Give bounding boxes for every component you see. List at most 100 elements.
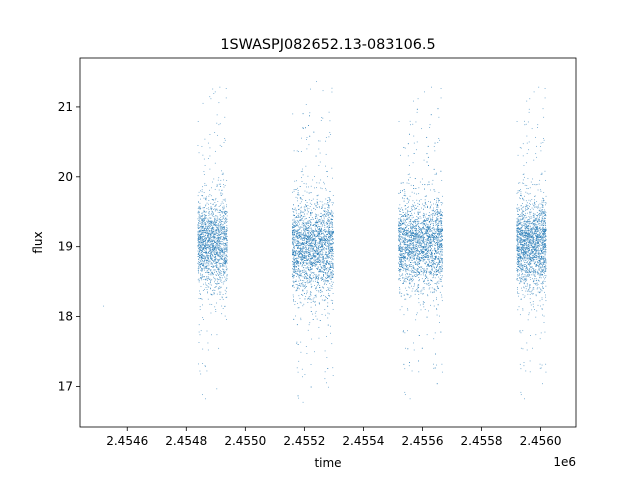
data-point — [202, 225, 204, 227]
data-point — [213, 227, 215, 228]
data-point — [214, 269, 216, 270]
data-point — [332, 223, 333, 225]
data-point — [330, 213, 332, 215]
data-point — [201, 231, 203, 233]
data-point — [318, 291, 320, 293]
data-point — [318, 326, 320, 328]
data-point — [419, 236, 421, 237]
data-point — [206, 270, 208, 272]
data-point — [328, 262, 329, 264]
data-point — [218, 218, 220, 220]
data-point — [332, 375, 334, 377]
data-point — [332, 238, 333, 240]
data-point — [331, 214, 333, 216]
data-point — [320, 246, 322, 247]
data-point — [214, 246, 216, 248]
data-point — [211, 214, 213, 216]
data-point — [306, 281, 308, 283]
data-point — [222, 251, 224, 253]
data-point — [293, 220, 295, 222]
data-point — [216, 184, 218, 186]
data-point — [202, 317, 204, 319]
data-point — [321, 238, 322, 240]
data-point — [329, 283, 331, 285]
data-point — [321, 314, 323, 315]
data-point — [302, 237, 304, 239]
data-point — [325, 241, 327, 243]
data-point — [225, 277, 227, 279]
data-point — [214, 262, 216, 264]
data-point — [210, 294, 212, 295]
data-point — [314, 215, 316, 217]
data-point — [200, 244, 202, 246]
data-point — [198, 280, 200, 281]
data-point — [311, 263, 313, 265]
data-point — [328, 216, 330, 218]
data-point — [199, 234, 200, 236]
data-point — [310, 227, 312, 229]
data-point — [310, 214, 312, 216]
data-point — [323, 261, 325, 263]
data-point — [303, 255, 305, 257]
data-point — [329, 233, 330, 235]
data-point — [303, 220, 305, 222]
data-point — [299, 250, 301, 252]
data-point — [325, 263, 327, 264]
data-point — [319, 235, 321, 237]
data-point — [306, 148, 308, 150]
data-point — [303, 238, 305, 239]
data-point — [302, 174, 304, 176]
data-point — [304, 230, 306, 232]
data-point — [224, 244, 226, 246]
data-point — [295, 235, 297, 237]
data-point — [200, 230, 202, 231]
data-point — [330, 232, 332, 234]
data-point — [217, 255, 219, 256]
data-point — [322, 248, 324, 250]
data-point — [210, 251, 212, 253]
data-point — [328, 221, 330, 223]
data-point — [200, 264, 201, 266]
data-point — [207, 247, 209, 249]
data-point — [216, 222, 217, 223]
data-point — [307, 254, 309, 256]
data-point — [217, 224, 219, 226]
data-point — [319, 254, 321, 255]
data-point — [330, 265, 332, 267]
data-point — [312, 272, 313, 273]
data-point — [309, 235, 311, 237]
data-point — [202, 247, 204, 249]
data-point — [305, 273, 307, 275]
data-point — [200, 255, 202, 257]
data-point — [216, 221, 217, 223]
data-point — [208, 245, 210, 247]
data-point — [330, 251, 332, 252]
data-point — [304, 239, 305, 241]
data-point — [211, 239, 213, 241]
data-point — [292, 294, 294, 296]
data-point — [300, 270, 302, 272]
data-point — [198, 236, 199, 238]
data-point — [323, 274, 325, 275]
data-point — [292, 211, 294, 212]
data-point — [197, 233, 199, 235]
data-point — [308, 249, 310, 251]
data-point — [305, 275, 306, 277]
data-point — [323, 274, 324, 276]
data-point — [303, 127, 304, 129]
data-point — [220, 271, 222, 272]
data-point — [223, 207, 225, 209]
data-point — [219, 209, 221, 211]
data-point — [434, 231, 436, 233]
data-point — [307, 252, 309, 254]
data-point — [202, 240, 204, 242]
data-point — [318, 207, 320, 209]
data-point — [210, 249, 211, 251]
data-point — [317, 261, 319, 263]
data-point — [327, 267, 329, 269]
data-point — [202, 258, 203, 259]
data-point — [201, 250, 203, 252]
data-point — [216, 258, 218, 260]
data-point — [418, 298, 420, 300]
data-point — [297, 192, 299, 194]
